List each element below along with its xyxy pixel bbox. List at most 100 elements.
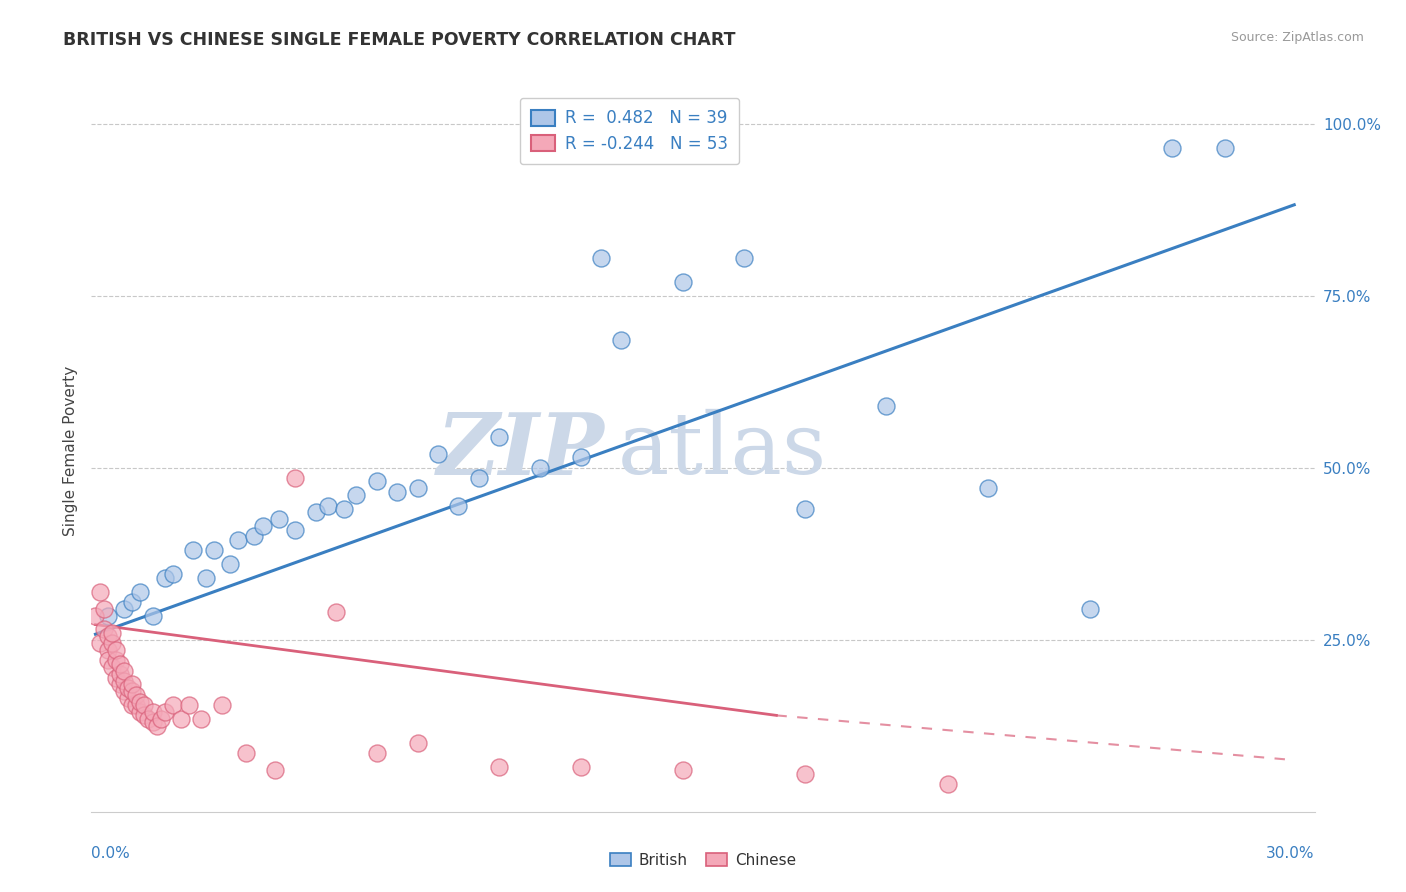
Point xyxy=(183,543,205,558)
Point xyxy=(569,760,592,774)
Point xyxy=(170,712,193,726)
Point xyxy=(936,777,959,791)
Point xyxy=(93,601,115,615)
Point xyxy=(733,251,755,265)
Point xyxy=(101,625,124,640)
Point xyxy=(264,764,287,778)
Point xyxy=(162,698,184,712)
Point xyxy=(121,698,143,712)
Point xyxy=(267,512,290,526)
Text: BRITISH VS CHINESE SINGLE FEMALE POVERTY CORRELATION CHART: BRITISH VS CHINESE SINGLE FEMALE POVERTY… xyxy=(63,31,735,49)
Point xyxy=(488,430,510,444)
Point xyxy=(529,460,551,475)
Point xyxy=(97,653,120,667)
Point xyxy=(793,502,815,516)
Point xyxy=(112,684,135,698)
Legend: British, Chinese: British, Chinese xyxy=(602,845,804,875)
Point xyxy=(304,505,326,519)
Point xyxy=(190,712,212,726)
Point xyxy=(1213,141,1236,155)
Point xyxy=(226,533,249,547)
Point xyxy=(672,275,695,289)
Point xyxy=(325,605,347,619)
Point xyxy=(104,643,127,657)
Point xyxy=(89,636,111,650)
Point xyxy=(112,673,135,688)
Point xyxy=(112,601,135,615)
Point xyxy=(219,557,242,571)
Point xyxy=(129,705,152,719)
Point xyxy=(252,519,274,533)
Point xyxy=(153,571,176,585)
Point xyxy=(235,746,257,760)
Point xyxy=(366,746,388,760)
Point xyxy=(316,499,339,513)
Point xyxy=(101,636,124,650)
Point xyxy=(89,584,111,599)
Point xyxy=(591,251,613,265)
Point xyxy=(121,684,143,698)
Point xyxy=(284,523,307,537)
Point xyxy=(467,471,491,485)
Text: 30.0%: 30.0% xyxy=(1267,847,1315,862)
Point xyxy=(93,623,115,637)
Point xyxy=(346,488,368,502)
Text: 0.0%: 0.0% xyxy=(91,847,131,862)
Point xyxy=(366,475,388,489)
Point xyxy=(149,712,172,726)
Point xyxy=(194,571,217,585)
Point xyxy=(108,657,131,671)
Point xyxy=(104,653,127,667)
Point xyxy=(875,399,898,413)
Point xyxy=(385,484,409,499)
Point xyxy=(162,567,184,582)
Point xyxy=(406,736,429,750)
Point xyxy=(134,698,156,712)
Point xyxy=(129,584,152,599)
Point xyxy=(1080,601,1102,615)
Point xyxy=(793,767,815,781)
Text: ZIP: ZIP xyxy=(437,409,605,492)
Point xyxy=(211,698,233,712)
Point xyxy=(141,608,163,623)
Text: Source: ZipAtlas.com: Source: ZipAtlas.com xyxy=(1230,31,1364,45)
Point xyxy=(84,608,107,623)
Legend: R =  0.482   N = 39, R = -0.244   N = 53: R = 0.482 N = 39, R = -0.244 N = 53 xyxy=(520,97,740,164)
Point xyxy=(179,698,201,712)
Point xyxy=(488,760,510,774)
Point xyxy=(97,629,120,643)
Point xyxy=(569,450,592,465)
Text: atlas: atlas xyxy=(617,409,827,492)
Point xyxy=(121,677,143,691)
Point xyxy=(243,529,266,543)
Point xyxy=(97,643,120,657)
Point xyxy=(141,705,163,719)
Point xyxy=(427,447,450,461)
Point xyxy=(153,705,176,719)
Point xyxy=(97,608,120,623)
Point xyxy=(145,719,167,733)
Point xyxy=(134,708,156,723)
Point xyxy=(129,695,152,709)
Point xyxy=(125,698,148,712)
Point xyxy=(284,471,307,485)
Point xyxy=(977,481,1000,495)
Point xyxy=(333,502,356,516)
Point xyxy=(141,715,163,730)
Point xyxy=(101,660,124,674)
Point xyxy=(672,764,695,778)
Y-axis label: Single Female Poverty: Single Female Poverty xyxy=(62,366,77,535)
Point xyxy=(121,595,143,609)
Point xyxy=(108,667,131,681)
Point xyxy=(125,688,148,702)
Point xyxy=(1161,141,1184,155)
Point xyxy=(138,712,160,726)
Point xyxy=(610,334,633,348)
Point xyxy=(112,664,135,678)
Point xyxy=(117,691,139,706)
Point xyxy=(108,677,131,691)
Point xyxy=(447,499,470,513)
Point xyxy=(202,543,225,558)
Point xyxy=(406,481,429,495)
Point xyxy=(117,681,139,695)
